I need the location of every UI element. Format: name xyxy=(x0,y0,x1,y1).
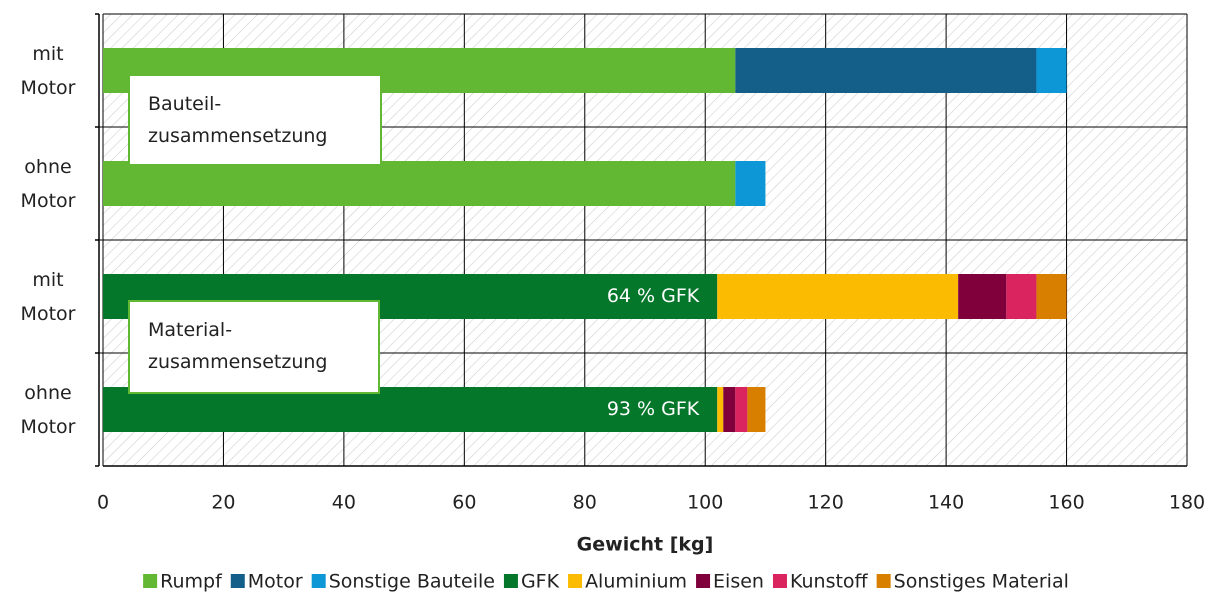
legend-swatch xyxy=(230,574,245,588)
bar-annotation: 64 % GFK xyxy=(607,285,700,307)
bar-segment xyxy=(958,274,1007,319)
x-tick-label: 140 xyxy=(928,492,964,514)
legend-swatch xyxy=(311,574,326,588)
annotation-box: Bauteil- zusammensetzung xyxy=(128,74,382,166)
legend-label: Eisen xyxy=(713,571,764,593)
bar-segment xyxy=(1036,48,1067,93)
y-tick-label: ohne Motor xyxy=(20,155,76,212)
x-axis-title: Gewicht [kg] xyxy=(577,534,714,556)
y-tick-label: ohne Motor xyxy=(20,381,76,438)
x-tick-label: 120 xyxy=(808,492,844,514)
legend-swatch xyxy=(568,574,583,588)
legend-swatch xyxy=(143,574,158,588)
legend-label: Rumpf xyxy=(160,571,223,593)
x-tick-label: 80 xyxy=(573,492,597,514)
annotation-box: Material- zusammensetzung xyxy=(128,300,380,394)
legend-label: Motor xyxy=(248,571,303,593)
bar-segment xyxy=(1006,274,1037,319)
bar-segment xyxy=(103,161,736,206)
y-tick-label: mit Motor xyxy=(20,268,76,325)
legend-label: Sonstige Bauteile xyxy=(329,571,495,593)
x-tick-label: 0 xyxy=(97,492,109,514)
x-tick-label: 20 xyxy=(211,492,235,514)
bar-segment xyxy=(103,387,718,432)
x-tick-label: 100 xyxy=(687,492,723,514)
bar-segment xyxy=(735,387,748,432)
legend-label: Kunstoff xyxy=(790,571,869,593)
legend-swatch xyxy=(772,574,787,588)
bar-segment xyxy=(1036,274,1067,319)
bar-segment xyxy=(735,48,1037,93)
x-tick-label: 160 xyxy=(1048,492,1084,514)
legend-label: Sonstiges Material xyxy=(894,571,1069,593)
bar-segment xyxy=(735,161,766,206)
bar-segment xyxy=(717,387,724,432)
bar-annotation: 93 % GFK xyxy=(607,398,700,420)
bar-segment xyxy=(717,274,959,319)
y-tick-label: mit Motor xyxy=(20,42,76,99)
legend-label: Aluminium xyxy=(585,571,687,593)
bar-segment xyxy=(747,387,766,432)
x-tick-label: 60 xyxy=(452,492,476,514)
x-tick-label: 180 xyxy=(1169,492,1205,514)
legend-swatch xyxy=(876,574,891,588)
bar-segment xyxy=(723,387,736,432)
legend-label: GFK xyxy=(521,571,560,593)
legend-swatch xyxy=(696,574,711,588)
x-tick-label: 40 xyxy=(332,492,356,514)
legend-swatch xyxy=(503,574,518,588)
